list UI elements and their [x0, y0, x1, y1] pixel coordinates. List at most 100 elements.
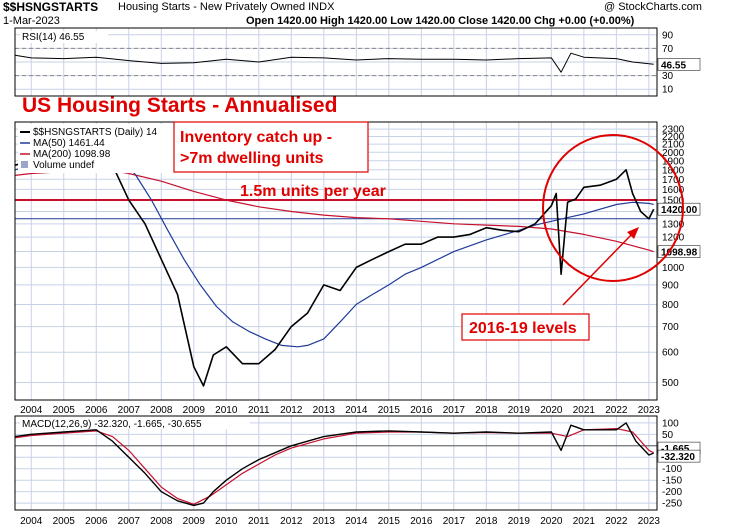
macd-year-label: 2011 [248, 516, 270, 527]
macd-year-label: 2005 [53, 516, 76, 527]
price-ytick-label: 1700 [662, 175, 685, 186]
rate-label: 1.5m units per year [240, 183, 386, 200]
volume-legend-swatch [21, 161, 28, 168]
macd-year-label: 2023 [638, 516, 661, 527]
macd-signal-line [14, 428, 654, 505]
chart-symbol: $$HSNGSTARTS [3, 0, 99, 14]
chart-date: 1-Mar-2023 [3, 15, 60, 27]
macd-year-label: 2015 [378, 516, 401, 527]
price-year-label: 2021 [573, 405, 596, 416]
macd-ytick-label: -250 [662, 499, 682, 510]
price-legend-label: $$HSNGSTARTS (Daily) 14 [33, 127, 158, 138]
price-year-label: 2004 [20, 405, 43, 416]
ma200-legend-label: MA(200) 1098.98 [33, 149, 111, 160]
macd-frame [14, 415, 658, 511]
macd-year-label: 2017 [443, 516, 466, 527]
rsi-legend-text: RSI(14) 46.55 [22, 32, 85, 43]
highlight-circle [542, 134, 684, 282]
rsi-ytick-label: 10 [662, 85, 674, 96]
volume-legend-label: Volume undef [33, 160, 94, 171]
price-year-label: 2009 [183, 405, 206, 416]
price-year-label: 2013 [313, 405, 336, 416]
price-year-label: 2011 [248, 405, 270, 416]
annotation-title: US Housing Starts - Annualised [22, 94, 337, 117]
price-ytick-label: 1300 [662, 219, 685, 230]
price-year-label: 2006 [85, 405, 108, 416]
levels-arrow-head [627, 227, 639, 239]
macd-year-label: 2022 [605, 516, 628, 527]
macd-year-label: 2014 [345, 516, 368, 527]
price-ytick-label: 500 [662, 378, 679, 389]
macd-year-label: 2007 [118, 516, 141, 527]
macd-ytick-label: 50 [662, 430, 674, 441]
levels-arrow-shaft [562, 231, 635, 306]
price-ytick-label: 700 [662, 322, 679, 333]
macd-year-label: 2012 [280, 516, 303, 527]
macd-signal-last-label-bg [657, 449, 701, 463]
price-ytick-label: 900 [662, 280, 679, 291]
price-ytick-label: 600 [662, 348, 679, 359]
price-year-label: 2016 [410, 405, 433, 416]
macd-year-label: 2016 [410, 516, 433, 527]
series-layer [14, 52, 657, 507]
inventory-line-1: Inventory catch up - [180, 129, 332, 146]
price-year-label: 2022 [605, 405, 628, 416]
macd-ytick-label: 100 [662, 418, 679, 429]
chart-watermark: @ StockCharts.com [604, 1, 702, 13]
price-year-label: 2008 [150, 405, 173, 416]
rsi-legend: RSI(14) 46.55 [20, 31, 108, 43]
macd-ytick-label: -100 [662, 464, 682, 475]
price-year-label: 2010 [215, 405, 238, 416]
macd-year-label: 2006 [85, 516, 108, 527]
price-year-label: 2018 [475, 405, 498, 416]
price-ytick-label: 800 [662, 300, 679, 311]
macd-year-label: 2013 [313, 516, 336, 527]
macd-signal-last-label: -32.320 [661, 452, 695, 463]
price-ytick-label: 2000 [662, 148, 685, 159]
rsi-ytick-label: 70 [662, 44, 674, 55]
macd-year-label: 2009 [183, 516, 206, 527]
price-ytick-label: 2200 [662, 132, 685, 143]
rsi-ytick-label: 30 [662, 71, 674, 82]
label-layer: 2004 2005 2006 2007 2008 2009 2010 2011 2012 2013… [20, 30, 701, 527]
price-last-label: 1420.00 [661, 205, 698, 216]
rsi-frame [14, 27, 658, 97]
price-year-label: 2014 [345, 405, 368, 416]
rsi-last-label: 46.55 [661, 60, 686, 71]
ohlc-readout: Open 1420.00 High 1420.00 Low 1420.00 Cl… [246, 15, 635, 27]
rsi-line [14, 52, 654, 73]
macd-last-label: -1.665 [661, 444, 690, 455]
inventory-box [173, 121, 369, 173]
price-year-label: 2017 [443, 405, 466, 416]
price-line [14, 131, 655, 387]
macd-year-label: 2020 [540, 516, 563, 527]
price-ytick-label: 1900 [662, 156, 685, 167]
price-year-label: 2007 [118, 405, 141, 416]
macd-line [14, 422, 654, 507]
rsi-ytick-label: 90 [662, 30, 674, 41]
macd-year-label: 2019 [508, 516, 531, 527]
levels-box [461, 313, 590, 341]
macd-legend-text: MACD(12,26,9) -32.320, -1.665, -30.655 [22, 419, 202, 430]
price-ytick-label: 1600 [662, 185, 685, 196]
price-ytick-label: 2100 [662, 140, 685, 151]
macd-year-label: 2010 [215, 516, 238, 527]
ma200-last-label-bg [657, 245, 701, 258]
price-year-label: 2012 [280, 405, 303, 416]
price-last-label-bg [657, 202, 701, 216]
inventory-line-2: >7m dwelling units [180, 150, 324, 167]
price-ytick-label: 1000 [662, 263, 685, 274]
price-legend: $$HSNGSTARTS (Daily) 14 MA(50) 1461.44 M… [18, 124, 180, 173]
macd-year-label: 2004 [20, 516, 43, 527]
price-ytick-label: 1500 [662, 196, 685, 207]
price-year-label: 2023 [638, 405, 661, 416]
macd-ytick-label: -200 [662, 487, 682, 498]
price-ytick-label: 2300 [662, 125, 685, 136]
ma50-line [14, 147, 654, 348]
price-year-label: 2005 [53, 405, 76, 416]
price-year-label: 2020 [540, 405, 563, 416]
ma50-legend-label: MA(50) 1461.44 [33, 138, 105, 149]
macd-year-label: 2018 [475, 516, 498, 527]
price-year-label: 2015 [378, 405, 401, 416]
